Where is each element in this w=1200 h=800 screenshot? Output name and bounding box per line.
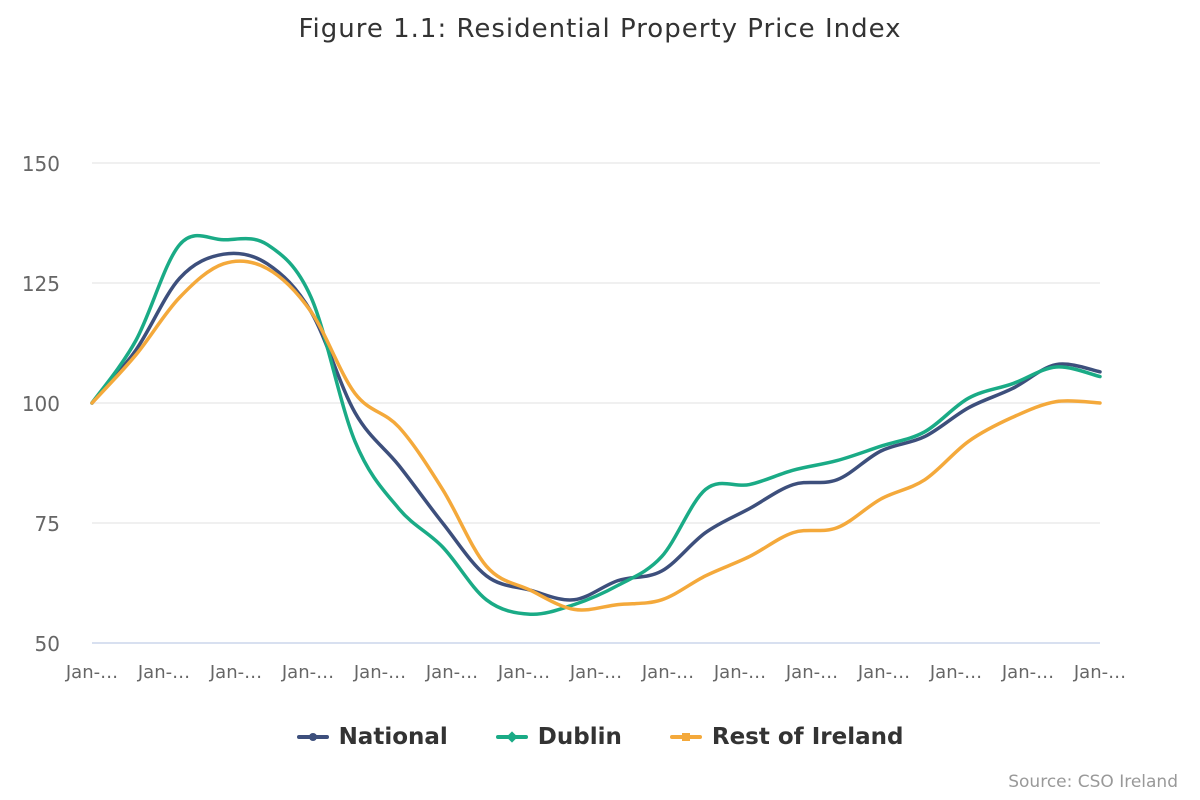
- x-tick-label: Jan-…: [425, 662, 478, 683]
- legend-item-rest-of-ireland[interactable]: Rest of Ireland: [669, 724, 904, 750]
- y-axis-ticks: 50 75 100 125 150: [22, 152, 60, 656]
- legend-item-dublin[interactable]: Dublin: [495, 724, 622, 750]
- y-tick-label: 150: [22, 152, 60, 176]
- y-tick-label: 100: [22, 392, 60, 416]
- chart-title: Figure 1.1: Residential Property Price I…: [298, 14, 902, 44]
- series-lines: [90, 233, 1102, 616]
- x-axis-ticks: Jan-… Jan-… Jan-… Jan-… Jan-… Jan-… Jan-… Jan-……: [65, 662, 1126, 683]
- series-line-rest-of-ireland[interactable]: [90, 259, 1102, 612]
- series-line-national[interactable]: [90, 251, 1102, 602]
- legend-swatch-dublin: [495, 731, 528, 743]
- legend-swatch-national: [296, 732, 329, 742]
- x-tick-label: Jan-…: [137, 662, 190, 683]
- source-credit: Source: CSO Ireland: [1008, 772, 1178, 792]
- y-tick-label: 50: [35, 632, 60, 656]
- x-tick-label: Jan-…: [641, 662, 694, 683]
- legend-label: Rest of Ireland: [711, 724, 904, 750]
- x-tick-label: Jan-…: [929, 662, 982, 683]
- x-tick-label: Jan-…: [65, 662, 118, 683]
- x-tick-label: Jan-…: [713, 662, 766, 683]
- x-tick-label: Jan-…: [1001, 662, 1054, 683]
- legend-label: Dublin: [537, 724, 622, 750]
- legend-item-national[interactable]: National: [296, 724, 448, 750]
- x-tick-label: Jan-…: [281, 662, 334, 683]
- x-tick-label: Jan-…: [569, 662, 622, 683]
- x-tick-label: Jan-…: [785, 662, 838, 683]
- x-tick-label: Jan-…: [353, 662, 406, 683]
- legend-label: National: [338, 724, 448, 750]
- legend-swatch-rest-of-ireland: [669, 732, 702, 742]
- y-tick-label: 125: [22, 272, 60, 296]
- x-tick-label: Jan-…: [857, 662, 910, 683]
- legend: National Dublin Rest of Ireland: [0, 724, 1200, 750]
- grid-lines: [92, 162, 1100, 644]
- series-line-dublin[interactable]: [90, 233, 1102, 616]
- x-tick-label: Jan-…: [1073, 662, 1126, 683]
- y-tick-label: 75: [35, 512, 60, 536]
- x-tick-label: Jan-…: [209, 662, 262, 683]
- x-tick-label: Jan-…: [497, 662, 550, 683]
